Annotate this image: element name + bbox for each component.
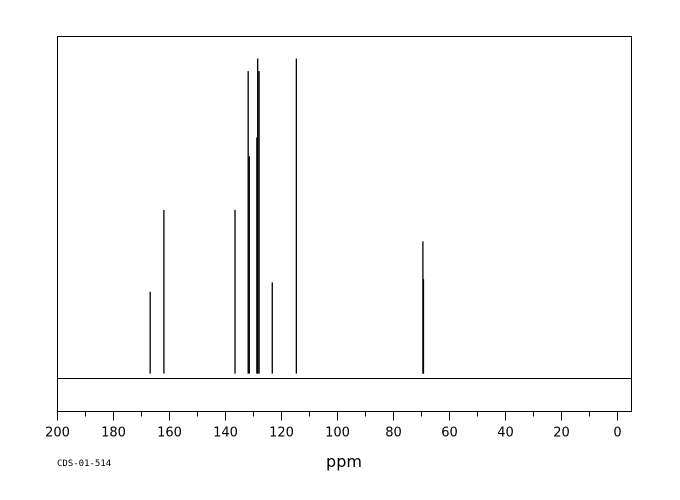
x-tick-label: 120	[269, 426, 294, 441]
x-tick-label: 20	[553, 426, 570, 441]
x-tick-label: 200	[45, 426, 70, 441]
x-tick-label: 0	[613, 426, 621, 441]
x-tick-label: 140	[213, 426, 238, 441]
x-tick-label: 80	[385, 426, 402, 441]
x-tick-label: 180	[101, 426, 126, 441]
peak-group	[149, 58, 425, 374]
spectrum-code-label: CDS-01-514	[57, 459, 111, 469]
x-tick-label: 100	[325, 426, 350, 441]
x-axis-ticks	[57, 411, 618, 421]
plot-frame	[57, 36, 632, 412]
x-axis-tick-labels: 200 180 160 140 120 100 80 60 40 20 0	[45, 426, 622, 441]
x-axis-label: ppm	[326, 452, 362, 471]
x-tick-label: 160	[157, 426, 182, 441]
x-tick-label: 60	[441, 426, 458, 441]
x-tick-label: 40	[497, 426, 514, 441]
